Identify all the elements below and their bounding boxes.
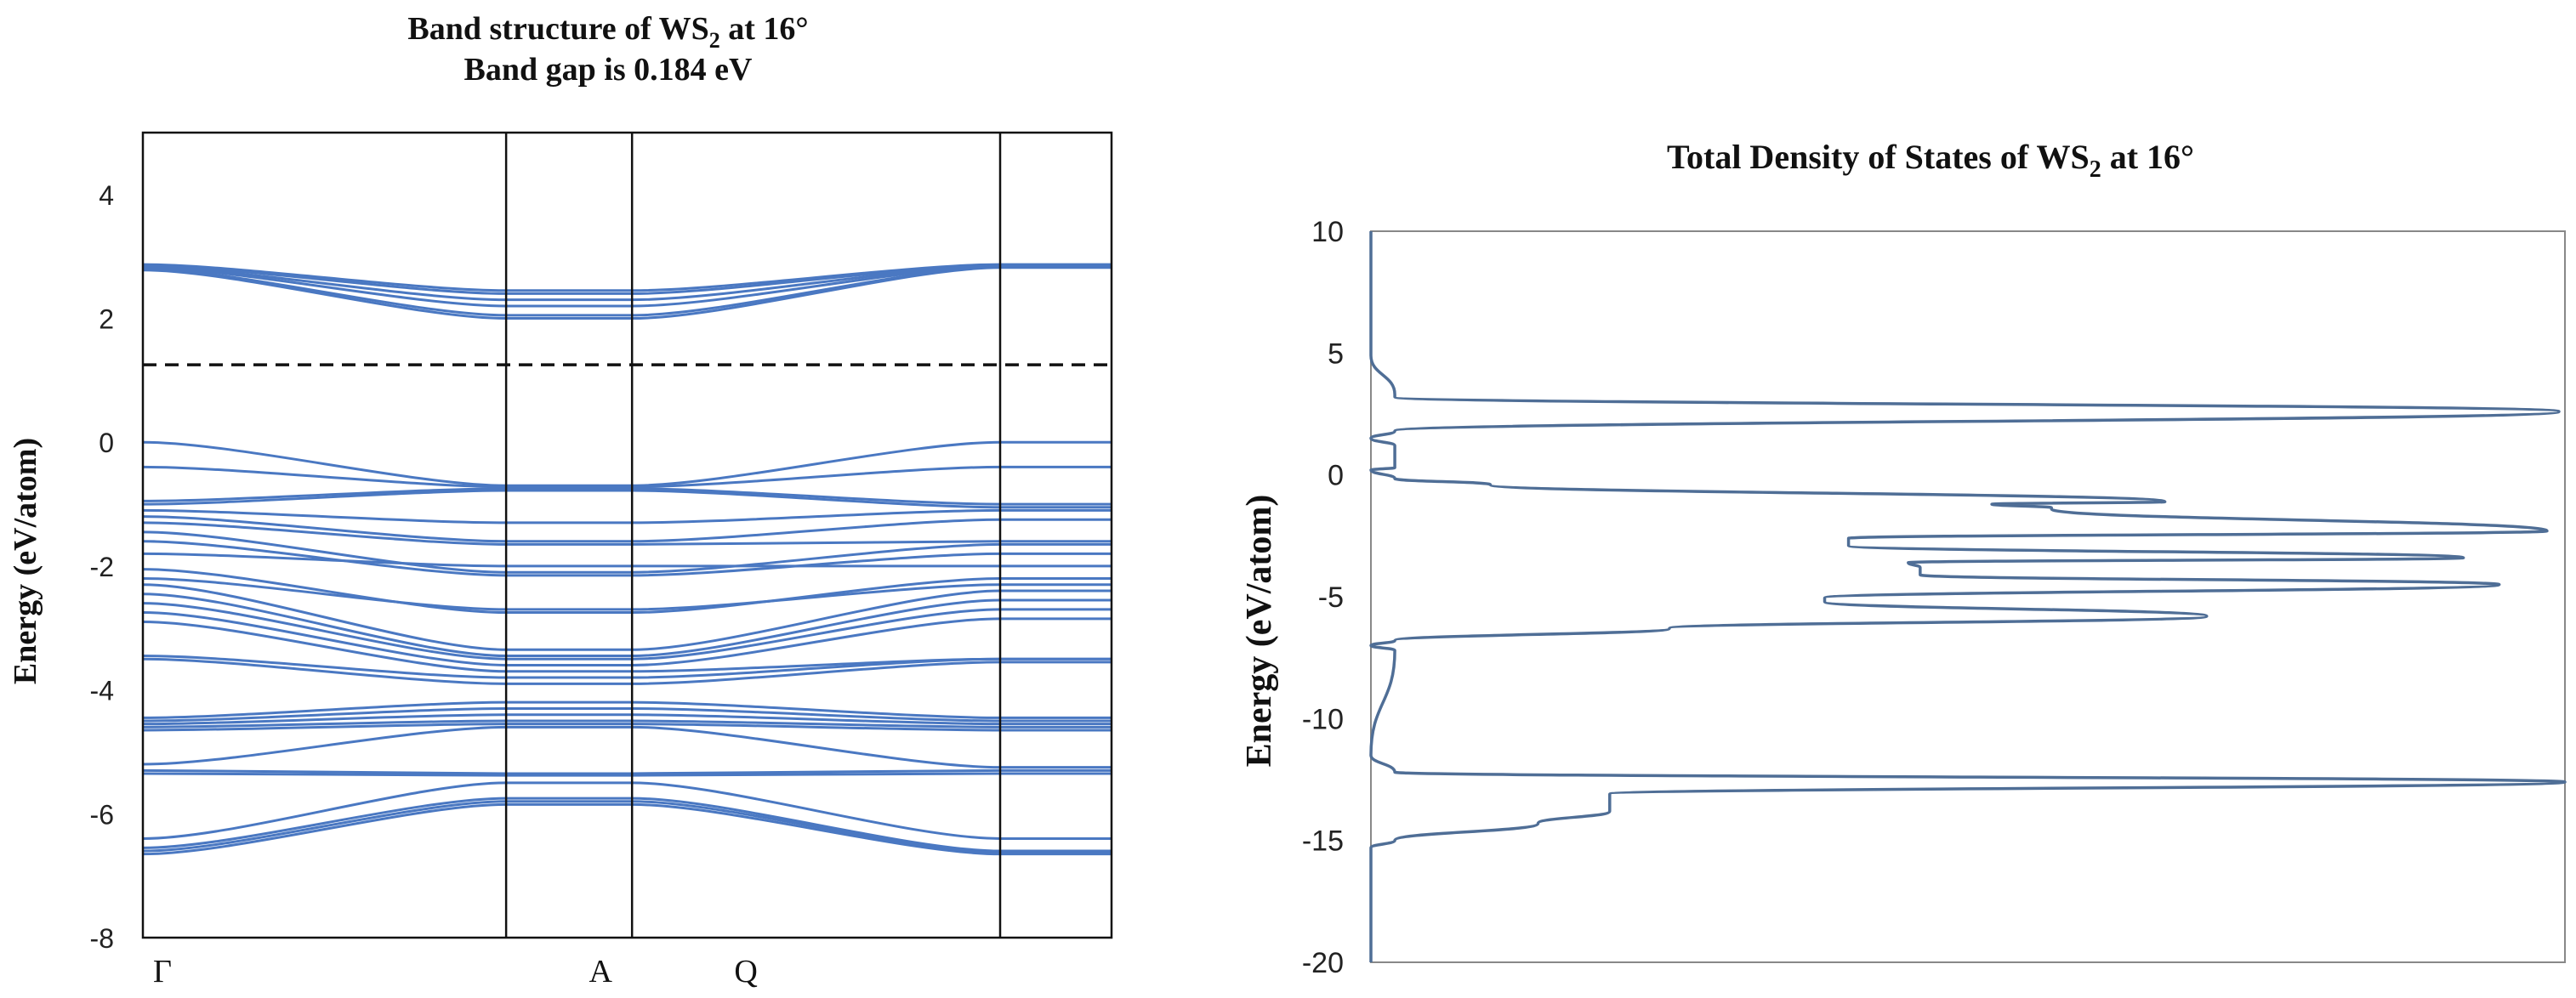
band-y-tick-label: -6 xyxy=(90,799,114,830)
dos-y-axis-label: Energy (eV/atom) xyxy=(1240,495,1279,768)
band-lines xyxy=(142,263,1112,856)
dos-panel: Total Density of States of WS2 at 16° En… xyxy=(1240,138,2567,979)
band-title-line1: Band structure of WS2 at 16° xyxy=(407,11,808,53)
band-y-ticks: 4 2 0 -2 -4 -6 -8 xyxy=(90,180,114,954)
band-line xyxy=(142,440,1112,487)
band-structure-panel: Band structure of WS2 at 16° Band gap is… xyxy=(8,11,1113,989)
band-y-tick-label: 0 xyxy=(99,428,114,458)
band-line xyxy=(142,465,1112,489)
dos-y-ticks: 10 5 0 -5 -10 -15 -20 xyxy=(1302,216,1344,979)
band-title-line2: Band gap is 0.184 eV xyxy=(464,52,753,88)
band-y-axis-label: Energy (eV/atom) xyxy=(8,438,43,684)
dos-y-tick-label: -10 xyxy=(1302,703,1344,735)
band-line xyxy=(142,515,1112,543)
dos-y-tick-label: -5 xyxy=(1318,581,1344,614)
band-kpoint-lines xyxy=(504,133,1002,938)
dos-y-tick-label: -20 xyxy=(1302,947,1344,979)
band-line xyxy=(142,800,1112,853)
kpoint-label: Γ xyxy=(153,954,172,989)
band-y-tick-label: -2 xyxy=(90,552,114,582)
band-y-tick-label: -8 xyxy=(90,923,114,954)
dos-plot-frame xyxy=(1370,230,2566,963)
kpoint-label: A xyxy=(589,954,613,989)
dos-y-tick-label: -15 xyxy=(1302,825,1344,858)
dos-curve xyxy=(1369,231,2567,962)
dos-y-tick-label: 5 xyxy=(1328,337,1344,370)
dos-y-tick-label: 10 xyxy=(1311,216,1344,248)
dos-title: Total Density of States of WS2 at 16° xyxy=(1667,138,2194,183)
band-line xyxy=(142,725,1112,769)
band-plot-frame xyxy=(141,131,1113,939)
band-y-tick-label: 2 xyxy=(99,304,114,335)
kpoint-label: Q xyxy=(734,954,757,989)
band-y-tick-label: 4 xyxy=(99,180,114,211)
dos-y-tick-label: 0 xyxy=(1328,460,1344,492)
band-line xyxy=(142,797,1112,853)
band-y-tick-label: -4 xyxy=(90,676,114,706)
